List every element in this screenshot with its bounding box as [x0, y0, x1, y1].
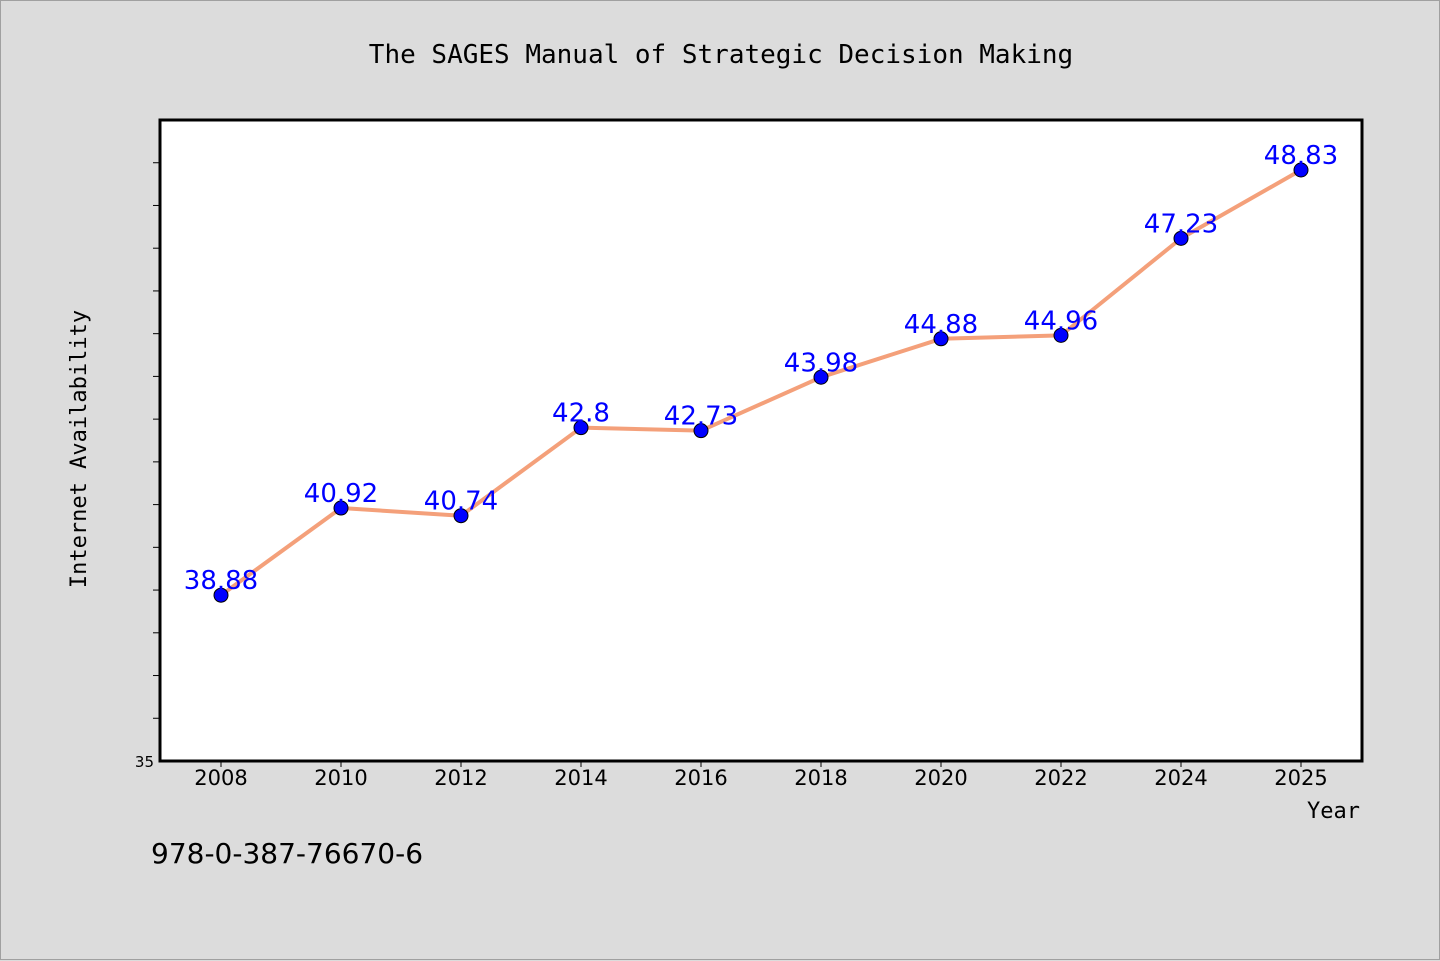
y-axis-ticks	[153, 162, 160, 719]
x-tick-label: 2010	[314, 766, 367, 790]
x-axis-title: Year	[1307, 799, 1360, 824]
data-point	[333, 500, 349, 516]
x-tick-label: 2008	[194, 766, 247, 790]
x-tick-label: 2024	[1154, 766, 1207, 790]
x-tick-label: 2018	[794, 766, 847, 790]
chart-title: The SAGES Manual of Strategic Decision M…	[369, 40, 1073, 70]
data-point	[1173, 230, 1189, 246]
x-tick-label: 2025	[1274, 766, 1327, 790]
series-line	[219, 168, 1302, 597]
x-tick-label: 2012	[434, 766, 487, 790]
x-tick-label: 2014	[554, 766, 607, 790]
data-label: 43.98	[784, 348, 858, 378]
data-point	[1293, 162, 1309, 178]
x-tick-label: 2016	[674, 766, 727, 790]
data-point	[813, 369, 829, 385]
x-tick-label: 2020	[914, 766, 967, 790]
data-label: 42.73	[664, 402, 738, 432]
data-label: 44.96	[1024, 306, 1098, 336]
data-point	[1053, 327, 1069, 343]
data-point	[213, 587, 229, 603]
data-point	[453, 508, 469, 524]
data-label: 44.88	[904, 310, 978, 340]
x-axis-ticks: 2008 2010 2012 2014 2016 2018 2020 2022 2024 2025	[194, 761, 1328, 790]
series-layer: 38.88 40.92 40.74 42.8 42.73 43.98 44.88 44.96 4…	[184, 141, 1338, 603]
data-label: 38.88	[184, 566, 258, 596]
data-point	[933, 331, 949, 347]
data-label: 48.83	[1264, 141, 1338, 171]
y-axis-min-label: 35	[135, 753, 154, 771]
data-label: 42.8	[552, 399, 610, 429]
isbn-text: 978-0-387-76670-6	[151, 837, 423, 870]
plot-area	[158, 118, 1364, 763]
data-label: 40.74	[424, 487, 498, 517]
data-label: 47.23	[1144, 209, 1218, 239]
data-point	[573, 420, 589, 436]
data-point	[693, 423, 709, 439]
y-axis-title: Internet Availability	[67, 310, 92, 588]
x-tick-label: 2022	[1034, 766, 1087, 790]
data-label: 40.92	[304, 479, 378, 509]
